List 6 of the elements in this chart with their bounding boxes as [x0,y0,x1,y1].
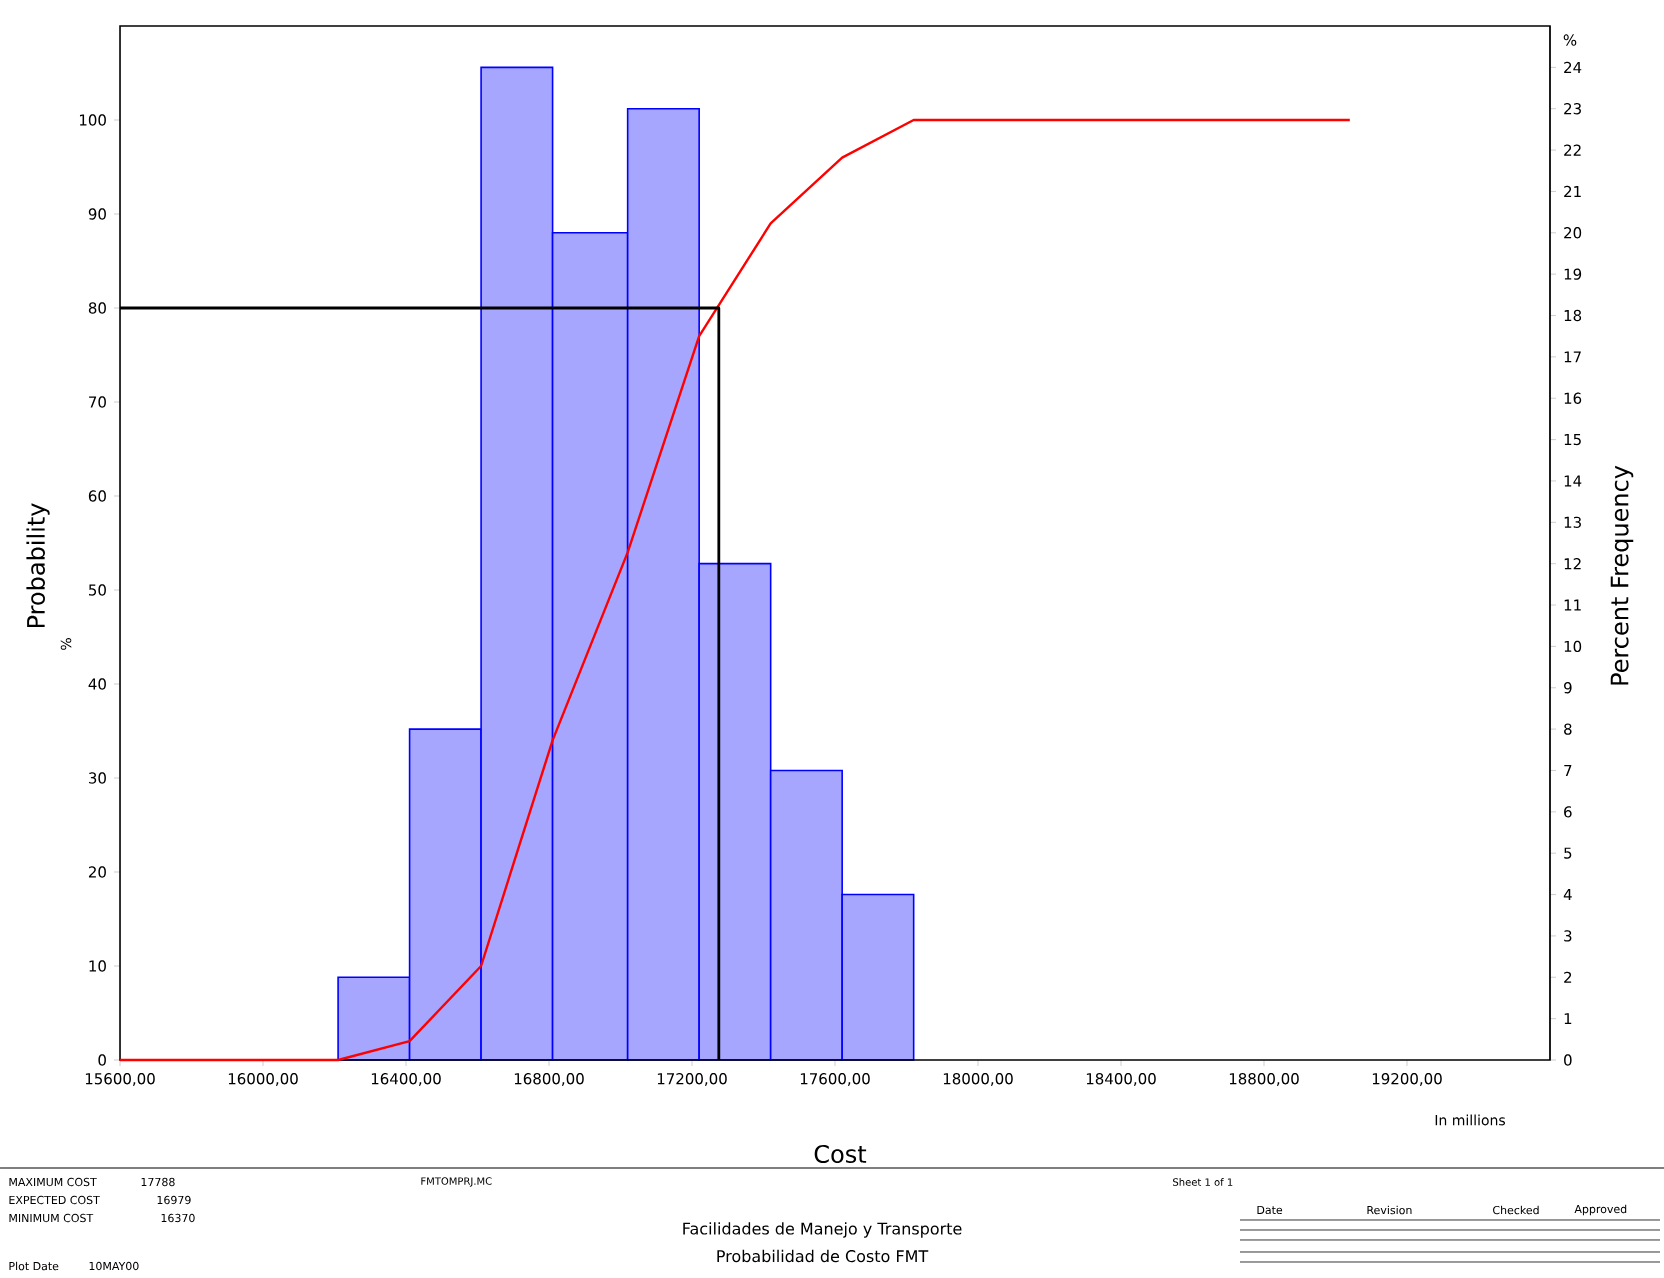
text: Probabilidad de Costo FMT [717,1249,929,1263]
y2-axis-title: Percent Frequency [1610,465,1634,685]
x-axis-title: Cost [814,1144,867,1164]
text: Facilidades de Manejo y Transporte [683,1222,962,1238]
y-axis-title: Probability [26,503,50,628]
line-series [118,118,1351,1062]
